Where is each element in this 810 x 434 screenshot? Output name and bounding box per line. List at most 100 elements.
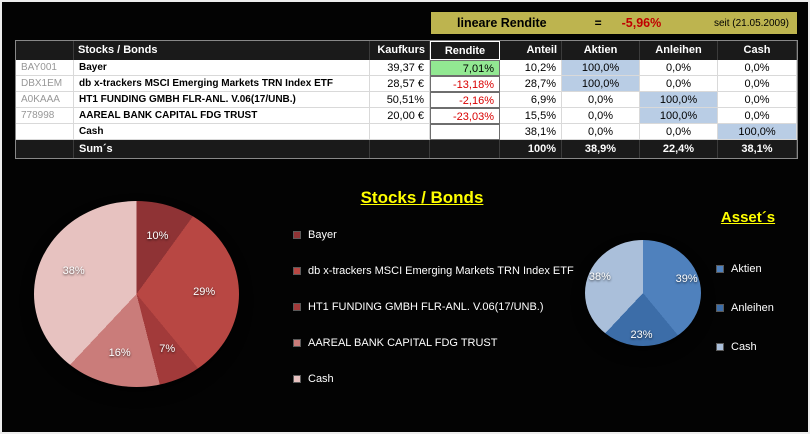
cell-cash[interactable]: 0,0% — [718, 108, 797, 124]
pie-slice-label: 7% — [159, 342, 176, 355]
legend-item: AAREAL BANK CAPITAL FDG TRUST — [293, 337, 574, 349]
cell-aktien[interactable]: 0,0% — [562, 124, 640, 140]
linear-return-panel: lineare Rendite = -5,96% seit (21.05.200… — [430, 11, 798, 35]
linear-return-label: lineare Rendite — [457, 16, 547, 30]
legend-swatch — [293, 375, 301, 383]
legend-item: HT1 FUNDING GMBH FLR-ANL. V.06(17/UNB.) — [293, 301, 574, 313]
cell-anleihen[interactable]: 100,0% — [640, 92, 718, 108]
cell-kaufkurs[interactable]: 28,57 € — [370, 76, 430, 92]
cell-rendite[interactable]: -23,03% — [430, 108, 500, 124]
cell-anleihen[interactable]: 100,0% — [640, 108, 718, 124]
pie-slice-label: 16% — [108, 347, 131, 360]
pie-slice-label: 23% — [630, 329, 653, 342]
legend-swatch — [293, 231, 301, 239]
cell-cash[interactable]: 0,0% — [718, 76, 797, 92]
sum-cash[interactable]: 38,1% — [718, 140, 797, 158]
legend-item: Cash — [293, 373, 574, 385]
cell-rendite[interactable]: -13,18% — [430, 76, 500, 92]
legend-swatch — [716, 265, 724, 273]
cell-rendite[interactable]: -2,16% — [430, 92, 500, 108]
cell-name[interactable]: Bayer — [74, 60, 370, 76]
legend-label: Anleihen — [731, 302, 774, 314]
sum-label[interactable]: Sum´s — [74, 140, 370, 158]
cell-anteil[interactable]: 10,2% — [500, 60, 562, 76]
pie-slice-label: 10% — [146, 229, 169, 242]
legend-label: Cash — [731, 341, 757, 353]
legend-label: HT1 FUNDING GMBH FLR-ANL. V.06(17/UNB.) — [308, 301, 544, 313]
legend-label: AAREAL BANK CAPITAL FDG TRUST — [308, 337, 498, 349]
column-header-stocks-bonds[interactable]: Stocks / Bonds — [74, 41, 370, 60]
legend-label: db x-trackers MSCI Emerging Markets TRN … — [308, 265, 574, 277]
sum-anteil[interactable]: 100% — [500, 140, 562, 158]
sum-row-spacer[interactable] — [16, 140, 74, 158]
legend-item: Cash — [716, 341, 774, 353]
cell-wkn[interactable]: BAY001 — [16, 60, 74, 76]
cell-aktien[interactable]: 100,0% — [562, 76, 640, 92]
cell-wkn[interactable]: A0KAAA — [16, 92, 74, 108]
cell-kaufkurs[interactable] — [370, 124, 430, 140]
legend-label: Aktien — [731, 263, 762, 275]
cell-name[interactable]: HT1 FUNDING GMBH FLR-ANL. V.06(17/UNB.) — [74, 92, 370, 108]
legend-item: Aktien — [716, 263, 774, 275]
stocks-pie-chart: 10% 29% 7% 16% 38% — [34, 201, 239, 387]
cell-kaufkurs[interactable]: 50,51% — [370, 92, 430, 108]
column-header-id[interactable] — [16, 41, 74, 60]
cell-rendite[interactable] — [430, 124, 500, 140]
sum-aktien[interactable]: 38,9% — [562, 140, 640, 158]
cell-anteil[interactable]: 28,7% — [500, 76, 562, 92]
legend-item: Anleihen — [716, 302, 774, 314]
cell-aktien[interactable]: 0,0% — [562, 92, 640, 108]
assets-pie-chart: 39% 23% 38% — [585, 240, 701, 346]
legend-swatch — [293, 267, 301, 275]
cell-rendite[interactable]: 7,01% — [430, 60, 500, 76]
sum-anleihen[interactable]: 22,4% — [640, 140, 718, 158]
sum-rendite[interactable] — [430, 140, 500, 158]
column-header-anteil[interactable]: Anteil — [500, 41, 562, 60]
cell-name[interactable]: db x-trackers MSCI Emerging Markets TRN … — [74, 76, 370, 92]
legend-label: Cash — [308, 373, 334, 385]
cell-wkn[interactable] — [16, 124, 74, 140]
portfolio-table: Stocks / Bonds Kaufkurs Rendite Anteil A… — [15, 40, 798, 159]
cell-anteil[interactable]: 38,1% — [500, 124, 562, 140]
stocks-legend: Bayer db x-trackers MSCI Emerging Market… — [293, 229, 574, 409]
pie-slice-label: 39% — [675, 272, 698, 285]
column-header-kaufkurs[interactable]: Kaufkurs — [370, 41, 430, 60]
legend-item: db x-trackers MSCI Emerging Markets TRN … — [293, 265, 574, 277]
legend-item: Bayer — [293, 229, 574, 241]
cell-cash[interactable]: 0,0% — [718, 92, 797, 108]
assets-chart-title: Asset´s — [720, 209, 776, 226]
pie-slice-label: 38% — [62, 265, 85, 278]
column-header-aktien[interactable]: Aktien — [562, 41, 640, 60]
legend-swatch — [716, 343, 724, 351]
cell-anleihen[interactable]: 0,0% — [640, 76, 718, 92]
cell-aktien[interactable]: 100,0% — [562, 60, 640, 76]
cell-anteil[interactable]: 6,9% — [500, 92, 562, 108]
column-header-cash[interactable]: Cash — [718, 41, 797, 60]
pie-slice-label: 38% — [588, 271, 611, 284]
cell-name[interactable]: AAREAL BANK CAPITAL FDG TRUST — [74, 108, 370, 124]
cell-aktien[interactable]: 0,0% — [562, 108, 640, 124]
cell-anteil[interactable]: 15,5% — [500, 108, 562, 124]
linear-return-value: -5,96% — [621, 16, 662, 30]
legend-swatch — [293, 339, 301, 347]
legend-swatch — [716, 304, 724, 312]
cell-anleihen[interactable]: 0,0% — [640, 124, 718, 140]
cell-kaufkurs[interactable]: 20,00 € — [370, 108, 430, 124]
cell-cash[interactable]: 100,0% — [718, 124, 797, 140]
column-header-rendite[interactable]: Rendite — [430, 41, 500, 60]
column-header-anleihen[interactable]: Anleihen — [640, 41, 718, 60]
cell-wkn[interactable]: DBX1EM — [16, 76, 74, 92]
cell-name[interactable]: Cash — [74, 124, 370, 140]
cell-kaufkurs[interactable]: 39,37 € — [370, 60, 430, 76]
sum-kaufkurs[interactable] — [370, 140, 430, 158]
since-date: seit (21.05.2009) — [713, 17, 789, 29]
cell-wkn[interactable]: 778998 — [16, 108, 74, 124]
assets-legend: Aktien Anleihen Cash — [716, 263, 774, 380]
legend-label: Bayer — [308, 229, 337, 241]
legend-swatch — [293, 303, 301, 311]
pie-slice-label: 29% — [193, 286, 216, 299]
equals-sign: = — [594, 16, 602, 30]
cell-anleihen[interactable]: 0,0% — [640, 60, 718, 76]
cell-cash[interactable]: 0,0% — [718, 60, 797, 76]
stocks-chart-title: Stocks / Bonds — [360, 188, 484, 207]
